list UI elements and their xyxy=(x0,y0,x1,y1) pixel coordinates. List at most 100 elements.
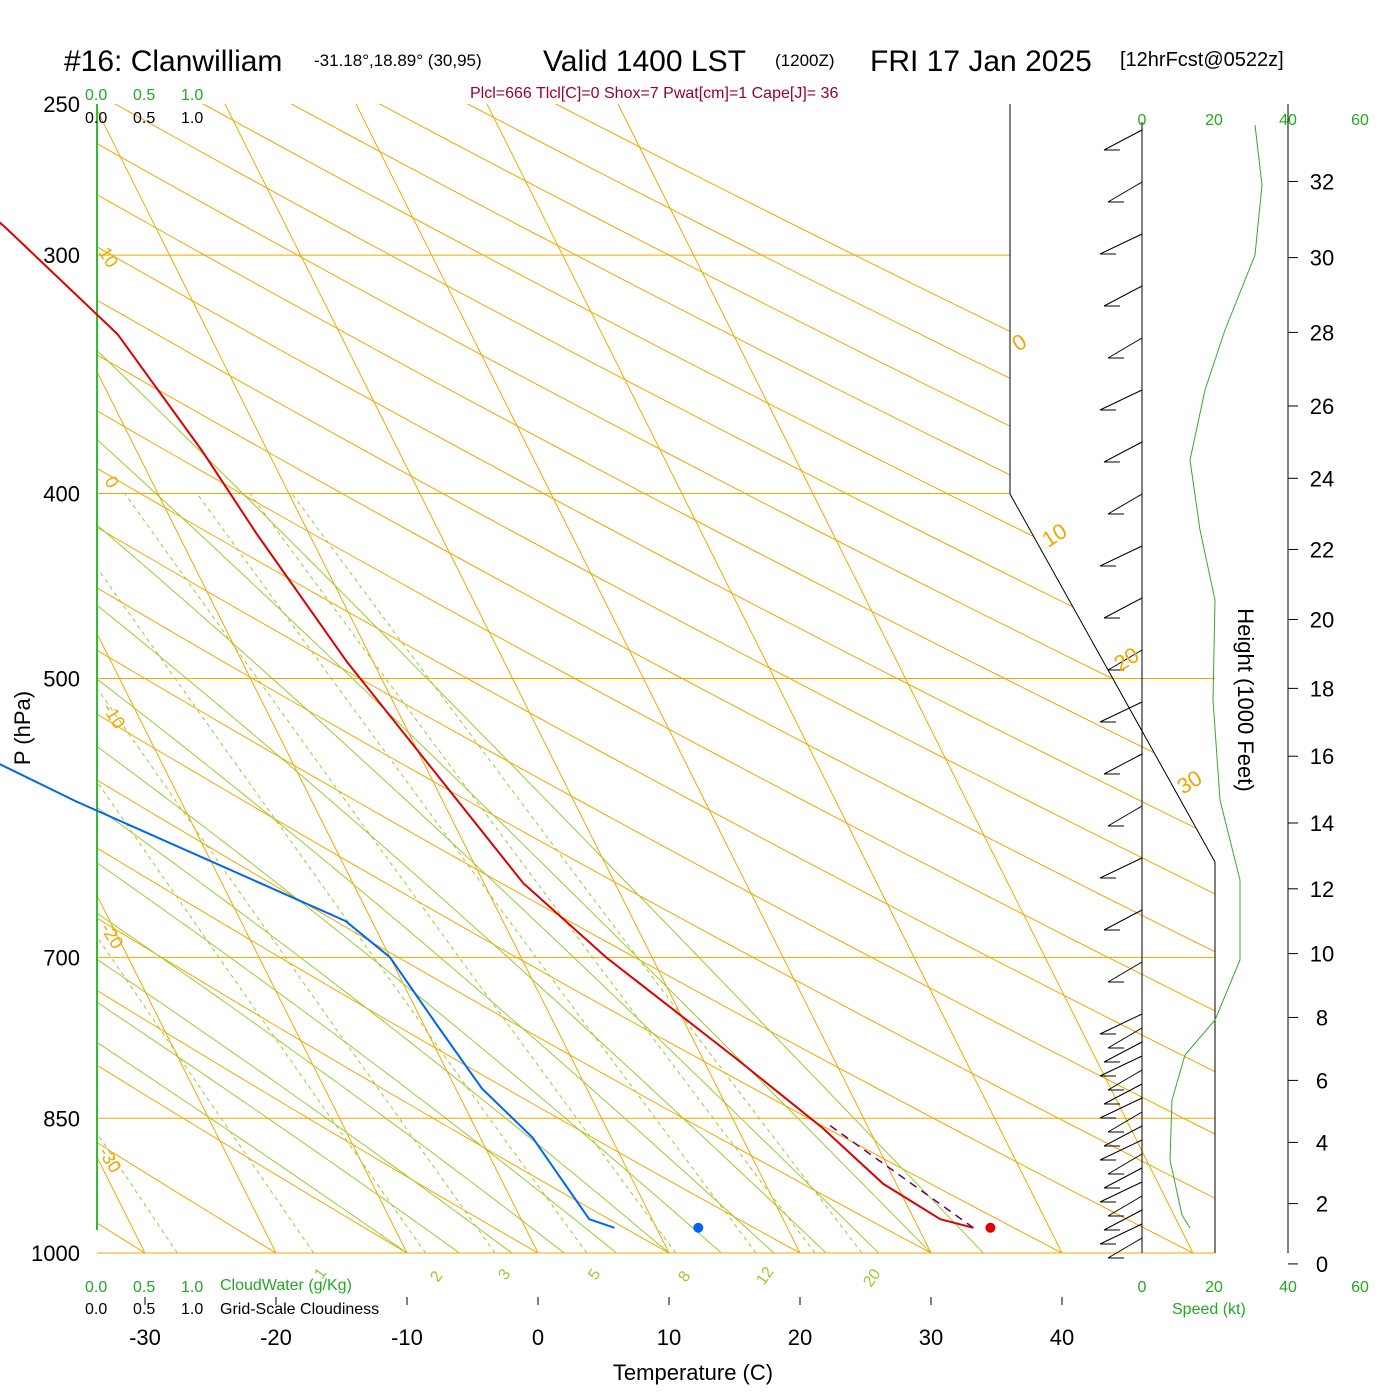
dry-adiabat-0 xyxy=(97,104,609,1253)
wind-barb xyxy=(1099,1181,1143,1203)
wind-barb xyxy=(1107,649,1143,671)
dewpoint-profile xyxy=(0,763,615,1229)
bottom-green-scale-2: 1.0 xyxy=(181,1279,203,1296)
isotherm-label-m30-left: -30 xyxy=(95,1144,126,1177)
temperature-profile xyxy=(0,221,974,1229)
mixing-line-0.4 xyxy=(97,493,178,1253)
temperature-surface-point xyxy=(985,1222,996,1233)
x-axis-label: Temperature (C) xyxy=(613,1360,773,1385)
speed-bottom-1: 20 xyxy=(1205,1279,1223,1296)
pressure-tick-300: 300 xyxy=(43,243,80,268)
isotherm-lines xyxy=(97,104,1214,1253)
height-tick-32: 32 xyxy=(1310,169,1334,194)
wind-barb xyxy=(1099,1013,1143,1035)
dry-adiabat-30 xyxy=(97,104,1008,1253)
isotherm-label-0-left: 0 xyxy=(101,473,123,492)
dry-adiabat-150 xyxy=(97,104,1215,1253)
pressure-tick-700: 700 xyxy=(43,945,80,970)
dry-adiabat-60 xyxy=(97,104,1215,1253)
moist-adiabat-10 xyxy=(97,104,670,1253)
isotherm--10 xyxy=(97,104,428,1253)
height-tick-14: 14 xyxy=(1310,811,1334,836)
height-tick-0: 0 xyxy=(1316,1252,1328,1277)
wind-barb xyxy=(1103,441,1143,463)
dry-adiabat-130 xyxy=(97,104,1215,1253)
isotherm--20 xyxy=(97,104,297,1253)
bottom-black-scale-1: 0.5 xyxy=(133,1301,155,1318)
pressure-tick-500: 500 xyxy=(43,667,80,692)
top-black-scale-1: 0.5 xyxy=(133,110,155,127)
bottom-black-scale-2: 1.0 xyxy=(181,1301,203,1318)
forecast-info: [12hrFcst@0522z] xyxy=(1120,49,1284,71)
wind-barb xyxy=(1099,1055,1143,1077)
height-tick-4: 4 xyxy=(1316,1130,1328,1155)
temp-tick--20: -20 xyxy=(260,1325,292,1350)
top-black-scale-0: 0.0 xyxy=(85,110,107,127)
wind-barb xyxy=(1107,337,1143,359)
isotherm-10 xyxy=(97,104,690,1253)
height-tick-28: 28 xyxy=(1310,320,1334,345)
dry-adiabat-110 xyxy=(97,104,1215,1253)
pressure-tick-400: 400 xyxy=(43,482,80,507)
moist-adiabat--10 xyxy=(97,104,408,1253)
isotherm-label-20-right: 20 xyxy=(1109,642,1143,676)
moist-adiabat-26 xyxy=(97,104,879,1253)
height-axis-label: Height (1000 Feet) xyxy=(1233,608,1258,791)
pressure-tick-850: 850 xyxy=(43,1106,80,1131)
wind-barb xyxy=(1107,1027,1143,1049)
mixing-ratio-lines xyxy=(97,493,863,1253)
bottom-green-scale-0: 0.0 xyxy=(85,1279,107,1296)
dry-adiabat-20 xyxy=(97,104,875,1253)
dry-adiabat-70 xyxy=(97,104,1215,1253)
moist-adiabat-2 xyxy=(97,104,565,1253)
mixing-line-1 xyxy=(97,493,315,1253)
dry-adiabat-40 xyxy=(97,104,1141,1253)
speed-bottom-2: 40 xyxy=(1279,1279,1297,1296)
wind-barb xyxy=(1103,1125,1143,1147)
height-tick-10: 10 xyxy=(1310,942,1334,967)
isobar-lines xyxy=(97,254,1215,1254)
mixing-label-3: 3 xyxy=(495,1266,514,1283)
speed-top-2: 40 xyxy=(1279,112,1297,129)
moist-adiabat-18 xyxy=(97,104,775,1253)
wind-barb xyxy=(1099,1223,1143,1245)
height-tick-22: 22 xyxy=(1310,537,1334,562)
height-tick-12: 12 xyxy=(1310,877,1334,902)
wind-barb xyxy=(1107,1195,1143,1217)
adiabat-lines xyxy=(97,104,1215,1253)
dry-adiabat-80 xyxy=(97,104,1215,1253)
temp-tick-40: 40 xyxy=(1050,1325,1074,1350)
mixing-label-5: 5 xyxy=(585,1266,604,1283)
height-tick-26: 26 xyxy=(1310,394,1334,419)
station-title: #16: Clanwilliam xyxy=(64,45,282,78)
temperature-axis: -30 -20 -10 0 10 20 30 40 xyxy=(129,1297,1074,1350)
isotherm--30 xyxy=(97,104,166,1253)
mixing-label-2: 2 xyxy=(427,1268,446,1285)
wind-barb xyxy=(1099,701,1143,723)
wind-barb xyxy=(1107,961,1143,983)
height-tick-6: 6 xyxy=(1316,1068,1328,1093)
moist-adiabat--6 xyxy=(97,104,460,1253)
speed-top-0: 0 xyxy=(1138,112,1147,129)
stability-indices: Plcl=666 Tlcl[C]=0 Shox=7 Pwat[cm]=1 Cap… xyxy=(470,85,838,102)
speed-bottom-0: 0 xyxy=(1138,1279,1147,1296)
moist-adiabat-22 xyxy=(97,104,827,1253)
isotherm-20 xyxy=(207,104,821,1253)
plot-boundary xyxy=(1009,104,1216,1253)
pressure-tick-250: 250 xyxy=(43,92,80,117)
height-tick-8: 8 xyxy=(1316,1005,1328,1030)
mixing-line-8 xyxy=(124,493,677,1253)
isotherm-30 xyxy=(338,104,952,1253)
wind-barb xyxy=(1099,857,1143,879)
height-tick-18: 18 xyxy=(1310,676,1334,701)
wind-barb xyxy=(1099,1097,1143,1119)
dry-adiabat-50 xyxy=(97,104,1215,1253)
height-tick-2: 2 xyxy=(1316,1192,1328,1217)
mixing-line-3 xyxy=(97,493,496,1253)
wind-barb xyxy=(1103,1083,1143,1105)
temp-tick--30: -30 xyxy=(129,1325,161,1350)
wind-barb xyxy=(1107,493,1143,515)
dry-adiabat-160 xyxy=(141,104,1215,1253)
